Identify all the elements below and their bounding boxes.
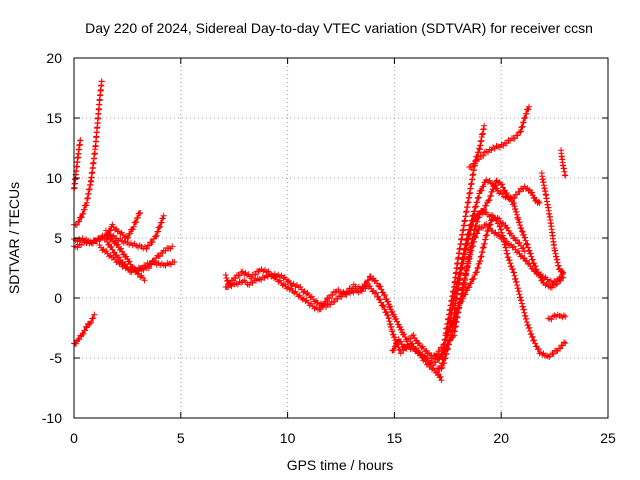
series-s18 bbox=[558, 147, 569, 179]
x-tick-label: 15 bbox=[387, 430, 403, 446]
series-s17 bbox=[538, 170, 567, 276]
data-point-markers bbox=[538, 170, 567, 276]
series-s16 bbox=[466, 103, 532, 170]
data-point-markers bbox=[451, 208, 569, 360]
y-tick-label: -5 bbox=[50, 350, 63, 366]
data-point-markers bbox=[466, 103, 532, 170]
x-tick-label: 0 bbox=[70, 430, 78, 446]
y-tick-label: 0 bbox=[54, 290, 62, 306]
y-tick-label: 10 bbox=[46, 170, 62, 186]
data-point-markers bbox=[558, 147, 569, 179]
data-point-markers bbox=[103, 212, 167, 252]
data-point-markers bbox=[96, 242, 178, 276]
series-s19 bbox=[545, 311, 569, 323]
data-point-markers bbox=[545, 311, 569, 323]
data-point-markers bbox=[389, 336, 445, 384]
x-tick-label: 25 bbox=[600, 430, 616, 446]
y-tick-label: 5 bbox=[54, 230, 62, 246]
y-tick-label: 15 bbox=[46, 110, 62, 126]
data-point-markers bbox=[434, 177, 567, 372]
axis-ticks: 0 5 10 15 20 25 -10 -5 0 5 10 15 20 bbox=[42, 50, 616, 446]
y-tick-label: -10 bbox=[42, 410, 62, 426]
chart-title: Day 220 of 2024, Sidereal Day-to-day VTE… bbox=[85, 20, 593, 36]
x-tick-label: 20 bbox=[493, 430, 509, 446]
series-s05 bbox=[103, 212, 167, 252]
grid-lines bbox=[74, 58, 608, 418]
x-tick-label: 5 bbox=[177, 430, 185, 446]
y-tick-label: 20 bbox=[46, 50, 62, 66]
x-tick-label: 10 bbox=[280, 430, 296, 446]
series-s07 bbox=[96, 242, 178, 276]
y-axis-label: SDTVAR / TECUs bbox=[6, 182, 22, 294]
series-s11 bbox=[389, 336, 445, 384]
series-s15 bbox=[451, 208, 569, 360]
x-axis-label: GPS time / hours bbox=[287, 457, 394, 473]
series-s13 bbox=[434, 177, 567, 372]
data-marks bbox=[71, 78, 569, 384]
